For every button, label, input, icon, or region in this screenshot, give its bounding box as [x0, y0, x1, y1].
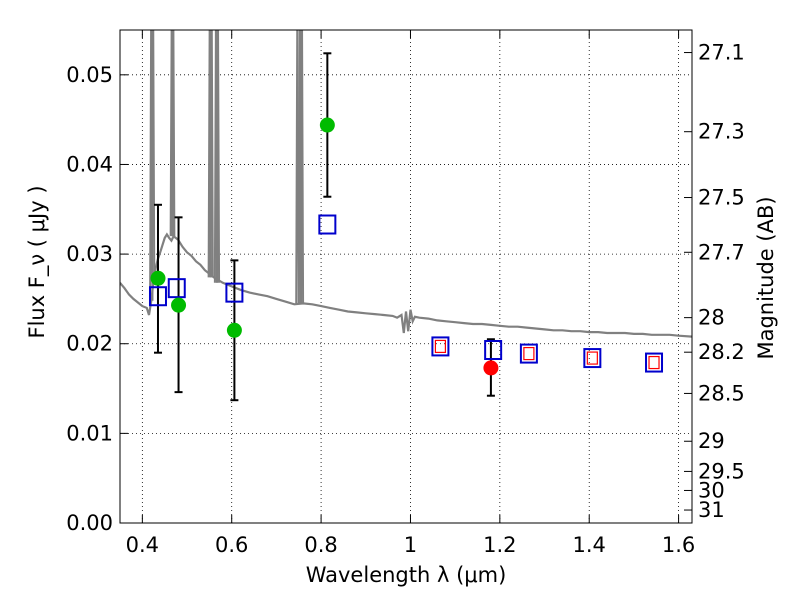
x-tick-label: 1.4: [573, 533, 606, 557]
observed-point: [226, 322, 242, 338]
y-tick-label: 0.04: [66, 152, 113, 176]
model-square: [148, 286, 167, 307]
y-tick-label: 0.01: [66, 421, 113, 445]
x-tick-label: 1: [404, 533, 417, 557]
y-axis-title: Flux F_ν ( μJy ): [25, 185, 50, 338]
mag-tick-label: 28.5: [698, 381, 745, 405]
mag-tick-label: 29.5: [698, 459, 745, 483]
photometry-markers: [148, 117, 664, 376]
axis-ticks: 0.4 0.6 0.8 1 1.2 1.4 1.6 0.00 0.01 0.02 0.03 0.04 0…: [66, 30, 745, 557]
spectrum-continuum: [120, 232, 692, 338]
model-inner-square: [648, 355, 660, 370]
model-square: [318, 214, 337, 235]
mag-tick-label: 31: [698, 498, 725, 522]
model-square: [583, 348, 602, 369]
mag-tick-label: 29: [698, 429, 725, 453]
model-inner-square: [586, 351, 598, 365]
y2-axis-title: Magnitude (AB): [754, 196, 778, 359]
x-tick-label: 0.8: [304, 533, 337, 557]
observed-point: [150, 270, 166, 286]
observed-point: [319, 117, 335, 133]
y-tick-label: 0.02: [66, 332, 113, 356]
model-square: [431, 336, 450, 357]
y-tick-label: 0.03: [66, 242, 113, 266]
mag-tick-label: 27.5: [698, 186, 745, 210]
mag-tick-label: 28.2: [698, 340, 745, 364]
mag-tick-label: 27.7: [698, 240, 745, 264]
mag-tick-label: 27.1: [698, 41, 745, 65]
emission-line: [209, 30, 214, 278]
plot-frame: [119, 29, 693, 524]
x-tick-label: 1.2: [483, 533, 516, 557]
observed-point: [171, 297, 187, 313]
model-inner-square: [523, 346, 535, 361]
model-square: [225, 282, 244, 303]
emission-line: [215, 30, 221, 283]
y-tick-label: 0.05: [66, 63, 113, 87]
x-tick-label: 1.6: [662, 533, 695, 557]
x-tick-label: 0.4: [126, 533, 159, 557]
x-tick-label: 0.6: [215, 533, 248, 557]
emission-line: [150, 30, 156, 281]
observed-point: [483, 360, 499, 376]
x-axis-title: Wavelength λ (μm): [306, 563, 507, 587]
model-square: [484, 340, 503, 361]
emission-line: [295, 30, 300, 304]
model-square: [645, 352, 664, 373]
model-square: [167, 278, 186, 299]
error-bars: [153, 52, 495, 402]
mag-tick-label: 30: [698, 478, 725, 502]
mag-tick-label: 27.3: [698, 120, 745, 144]
model-spectrum: [120, 30, 692, 338]
mag-tick-label: 28: [698, 306, 725, 330]
emission-line: [299, 30, 305, 304]
model-square: [519, 343, 538, 364]
plot-area: [120, 30, 692, 402]
model-inner-square: [434, 339, 447, 354]
y-tick-label: 0.00: [66, 511, 113, 535]
grid-lines: [120, 30, 692, 524]
emission-line: [170, 30, 176, 237]
